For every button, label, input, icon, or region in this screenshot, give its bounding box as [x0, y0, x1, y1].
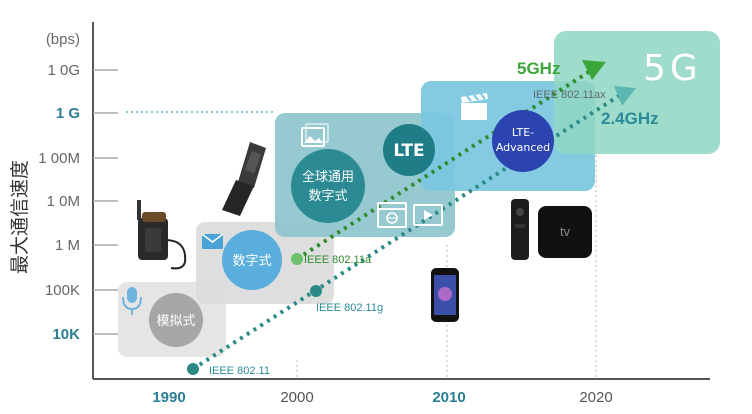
y-axis-ticks: 1 0G 1 G 1 00M 1 0M 1 M 100K 10K	[38, 62, 118, 343]
envelope-icon	[201, 233, 224, 249]
label-24ghz: 2.4GHz	[601, 109, 659, 128]
y-tick-label: 1 00M	[38, 150, 80, 167]
point-ieee-80211a	[291, 253, 303, 265]
smartphone	[431, 268, 459, 322]
y-tick-label: 10K	[52, 326, 80, 343]
ghz24-arrowhead	[614, 86, 636, 106]
gen3-label-line2: 数字式	[308, 189, 347, 204]
wifi-5ghz-trend	[295, 64, 600, 261]
x-tick-label: 2010	[432, 389, 465, 406]
ghz5-arrowhead	[582, 60, 606, 80]
tv-box: tv	[511, 199, 592, 260]
svg-text:tv: tv	[560, 224, 571, 239]
microphone-icon	[122, 287, 142, 315]
y-tick-label: 1 G	[56, 105, 80, 122]
lte-advanced-label-line2: Advanced	[496, 141, 550, 154]
x-tick-label: 1990	[152, 389, 185, 406]
label-ieee-80211g: IEEE 802.11g	[316, 302, 383, 314]
gen3-circle	[291, 149, 365, 223]
gen1-label: 模拟式	[156, 314, 195, 329]
browser-icon	[377, 202, 407, 228]
y-tick-label: 1 0M	[47, 193, 80, 210]
gen2-circle	[222, 230, 282, 290]
flip-phone	[222, 142, 266, 216]
clapperboard-icon	[461, 93, 488, 120]
x-tick-label: 2020	[579, 389, 612, 406]
y-axis-unit: (bps)	[46, 31, 80, 48]
image-icon	[301, 123, 329, 147]
x-tick-label: 2000	[280, 389, 313, 406]
video-icon	[413, 204, 443, 226]
car-phone	[137, 200, 187, 270]
label-ieee-80211: IEEE 802.11	[209, 365, 270, 377]
y-axis-title: 最大通信速度	[9, 160, 31, 274]
lte-label: LTE	[393, 141, 424, 161]
y-tick-label: 1 0G	[47, 62, 80, 79]
point-ieee-80211g	[310, 285, 322, 297]
gen3-label-line1: 全球通用	[302, 169, 354, 185]
x-axis-ticks: 1990 2000 2010 2020	[152, 389, 612, 406]
gen1-circle	[149, 293, 203, 347]
y-tick-label: 1 M	[55, 237, 80, 254]
gen2-label: 数字式	[232, 254, 271, 269]
gen5-label: 5G	[643, 48, 702, 89]
lte-circle	[383, 124, 435, 176]
y-tick-label: 100K	[45, 282, 80, 299]
lte-advanced-circle	[492, 110, 554, 172]
point-ieee-80211	[187, 363, 199, 375]
label-ieee-80211ax: IEEE 802.11ax	[533, 89, 606, 101]
lte-advanced-label-line1: LTE-	[512, 126, 534, 139]
label-5ghz: 5GHz	[517, 59, 560, 78]
wifi-24ghz-trend	[191, 88, 630, 371]
label-ieee-80211a: IEEE 802.11a	[304, 254, 372, 266]
